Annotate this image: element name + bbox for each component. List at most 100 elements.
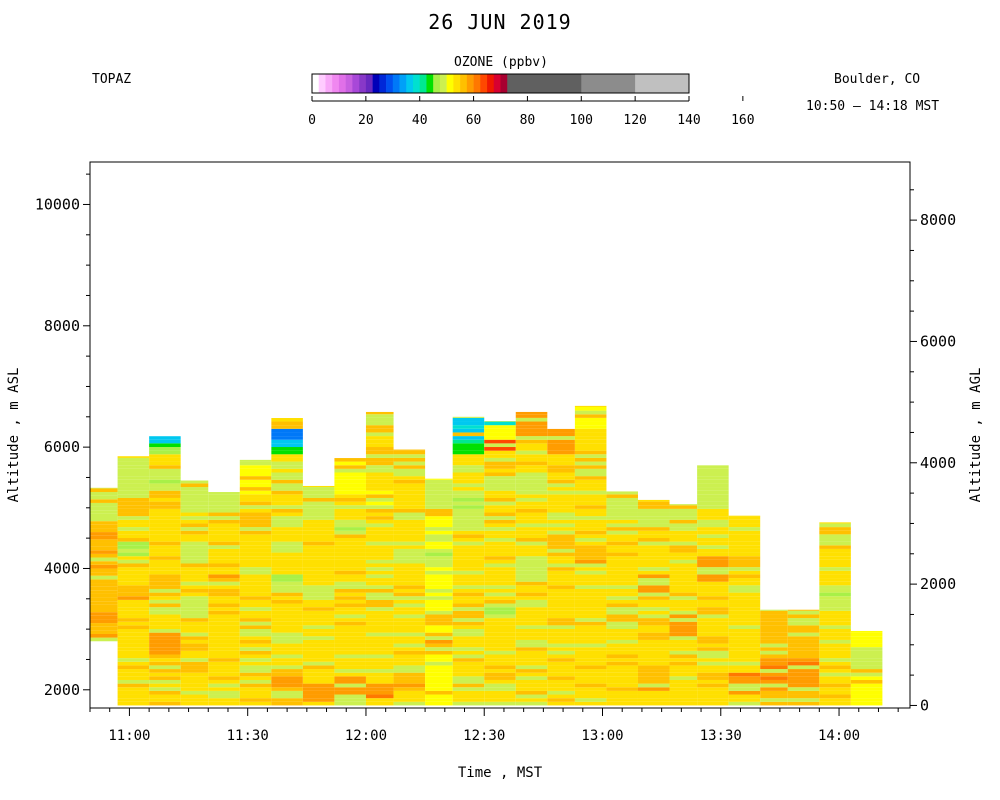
ozone-cell — [393, 530, 426, 535]
ozone-cell — [760, 687, 788, 691]
ozone-cell — [515, 603, 548, 608]
ozone-cell — [637, 698, 670, 702]
ozone-cell — [452, 497, 485, 502]
ozone-cell — [484, 588, 516, 593]
ozone-cell — [484, 534, 516, 539]
colorbar-frame — [311, 73, 690, 94]
ozone-cell — [271, 512, 303, 517]
ozone-cell — [515, 512, 548, 517]
ozone-cell — [239, 607, 272, 611]
ozone-cell — [547, 592, 575, 597]
ozone-cell — [365, 672, 394, 677]
ozone-cell — [787, 687, 820, 691]
ozone-cell — [669, 581, 698, 586]
ozone-cell — [208, 505, 240, 509]
ozone-cell — [393, 581, 426, 586]
ozone-cell — [149, 465, 181, 469]
ozone-cell — [484, 636, 516, 640]
ozone-cell — [484, 643, 516, 648]
ozone-cell — [697, 501, 729, 506]
ozone-cell — [547, 494, 575, 498]
ozone-cell — [208, 679, 240, 684]
ozone-cell — [425, 519, 453, 524]
ozone-cell — [117, 519, 150, 524]
ozone-cell — [393, 650, 426, 655]
ozone-cell — [728, 545, 761, 549]
ozone-cell — [365, 683, 394, 688]
ozone-cell — [606, 548, 638, 553]
ozone-cell — [302, 570, 335, 575]
ozone-cell — [547, 439, 575, 444]
ozone-cell — [728, 534, 761, 539]
ozone-cell — [452, 669, 485, 673]
ozone-cell — [819, 548, 851, 553]
ozone-cell — [149, 501, 181, 506]
ozone-cell — [547, 501, 575, 506]
ozone-cell — [515, 599, 548, 604]
y-left-tick-label: 10000 — [35, 195, 80, 213]
ozone-cell — [334, 650, 366, 655]
ozone-cell — [574, 483, 607, 488]
x-tick-label: 13:30 — [700, 728, 742, 744]
ozone-cell — [515, 639, 548, 644]
ozone-cell — [117, 639, 150, 644]
ozone-cell — [697, 683, 729, 688]
ozone-cell — [239, 621, 272, 626]
ozone-cell — [787, 632, 820, 637]
ozone-cell — [208, 661, 240, 666]
ozone-cell — [606, 665, 638, 670]
ozone-cell — [425, 490, 453, 495]
ozone-cell — [819, 603, 851, 608]
ozone-cell — [574, 465, 607, 469]
ozone-cell — [819, 654, 851, 659]
ozone-cell — [574, 490, 607, 495]
ozone-cell — [180, 563, 209, 568]
ozone-cell — [606, 690, 638, 695]
ozone-cell — [393, 687, 426, 691]
ozone-cell — [180, 505, 209, 509]
ozone-cell — [365, 468, 394, 473]
ozone-cell — [302, 665, 335, 670]
ozone-cell — [208, 658, 240, 662]
ozone-cell — [365, 690, 394, 695]
ozone-cell — [334, 618, 366, 622]
ozone-cell — [393, 690, 426, 695]
ozone-cell — [90, 532, 118, 536]
ozone-cell — [515, 472, 548, 477]
ozone-cell — [850, 698, 883, 702]
ozone-cell — [606, 559, 638, 564]
ozone-cell — [547, 476, 575, 480]
ozone-cell — [697, 632, 729, 637]
ozone-cell — [547, 676, 575, 680]
ozone-cell — [149, 603, 181, 608]
ozone-cell — [574, 432, 607, 437]
ozone-cell — [606, 672, 638, 677]
ozone-cell — [208, 694, 240, 699]
ozone-cell — [452, 512, 485, 517]
ozone-cell — [637, 585, 670, 589]
colorbar-bin — [352, 74, 360, 93]
ozone-cell — [669, 534, 698, 539]
ozone-cell — [606, 614, 638, 619]
ozone-cell — [90, 557, 118, 562]
ozone-cell — [302, 672, 335, 677]
ozone-cell — [271, 701, 303, 706]
ozone-cell — [574, 559, 607, 564]
ozone-cell — [547, 552, 575, 557]
ozone-cell — [606, 625, 638, 630]
ozone-cell — [669, 690, 698, 695]
ozone-cell — [149, 548, 181, 553]
ozone-cell — [149, 487, 181, 491]
ozone-cell — [365, 665, 394, 670]
ozone-cell — [149, 461, 181, 466]
ozone-cell — [208, 701, 240, 706]
ozone-cell — [149, 483, 181, 488]
ozone-cell — [547, 559, 575, 564]
ozone-cell — [271, 545, 303, 549]
ozone-cell — [365, 610, 394, 615]
ozone-cell — [149, 519, 181, 524]
ozone-cell — [728, 687, 761, 691]
profile-column — [271, 418, 303, 706]
ozone-cell — [697, 654, 729, 659]
ozone-cell — [239, 508, 272, 513]
